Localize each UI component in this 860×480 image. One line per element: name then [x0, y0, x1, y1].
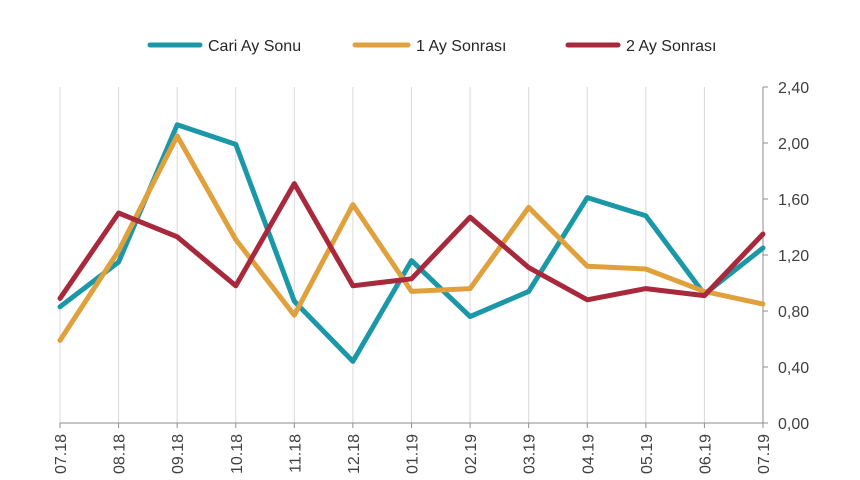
legend-label: 2 Ay Sonrası	[626, 38, 716, 55]
legend-label: Cari Ay Sonu	[208, 38, 301, 55]
x-tick-label: 11.18	[287, 434, 304, 473]
x-tick-label: 12.18	[346, 434, 363, 474]
x-tick-label: 05.19	[639, 434, 656, 474]
x-tick-label: 08.18	[112, 434, 129, 474]
y-tick-label: 0,00	[778, 416, 809, 433]
x-tick-label: 03.19	[522, 434, 539, 474]
x-tick-labels: 07.18 08.18 09.18 10.18 11.18 12.18 01.19 02.19…	[53, 434, 773, 474]
y-tick-labels: 0,00 0,40 0,80 1,20 1,60 2,00 2,40	[778, 80, 809, 433]
x-tick-label: 07.19	[756, 434, 773, 474]
legend-label: 1 Ay Sonrası	[416, 38, 506, 55]
y-tick-label: 2,00	[778, 136, 809, 153]
legend: Cari Ay Sonu 1 Ay Sonrası 2 Ay Sonrası	[150, 38, 716, 55]
x-tick-label: 02.19	[463, 434, 480, 474]
x-tick-label: 09.18	[170, 434, 187, 474]
y-tick-label: 0,40	[778, 360, 809, 377]
legend-item: 1 Ay Sonrası	[355, 38, 506, 55]
legend-item: Cari Ay Sonu	[150, 38, 301, 55]
x-tick-label: 01.19	[405, 434, 422, 474]
grid-lines	[60, 87, 763, 423]
y-tick-label: 1,60	[778, 192, 809, 209]
y-tick-label: 0,80	[778, 304, 809, 321]
legend-item: 2 Ay Sonrası	[568, 38, 716, 55]
axes	[60, 87, 768, 428]
x-tick-label: 04.19	[580, 434, 597, 474]
y-tick-label: 1,20	[778, 248, 809, 265]
x-tick-label: 07.18	[53, 434, 70, 474]
x-tick-label: 06.19	[697, 434, 714, 474]
x-tick-label: 10.18	[229, 434, 246, 474]
y-tick-label: 2,40	[778, 80, 809, 97]
